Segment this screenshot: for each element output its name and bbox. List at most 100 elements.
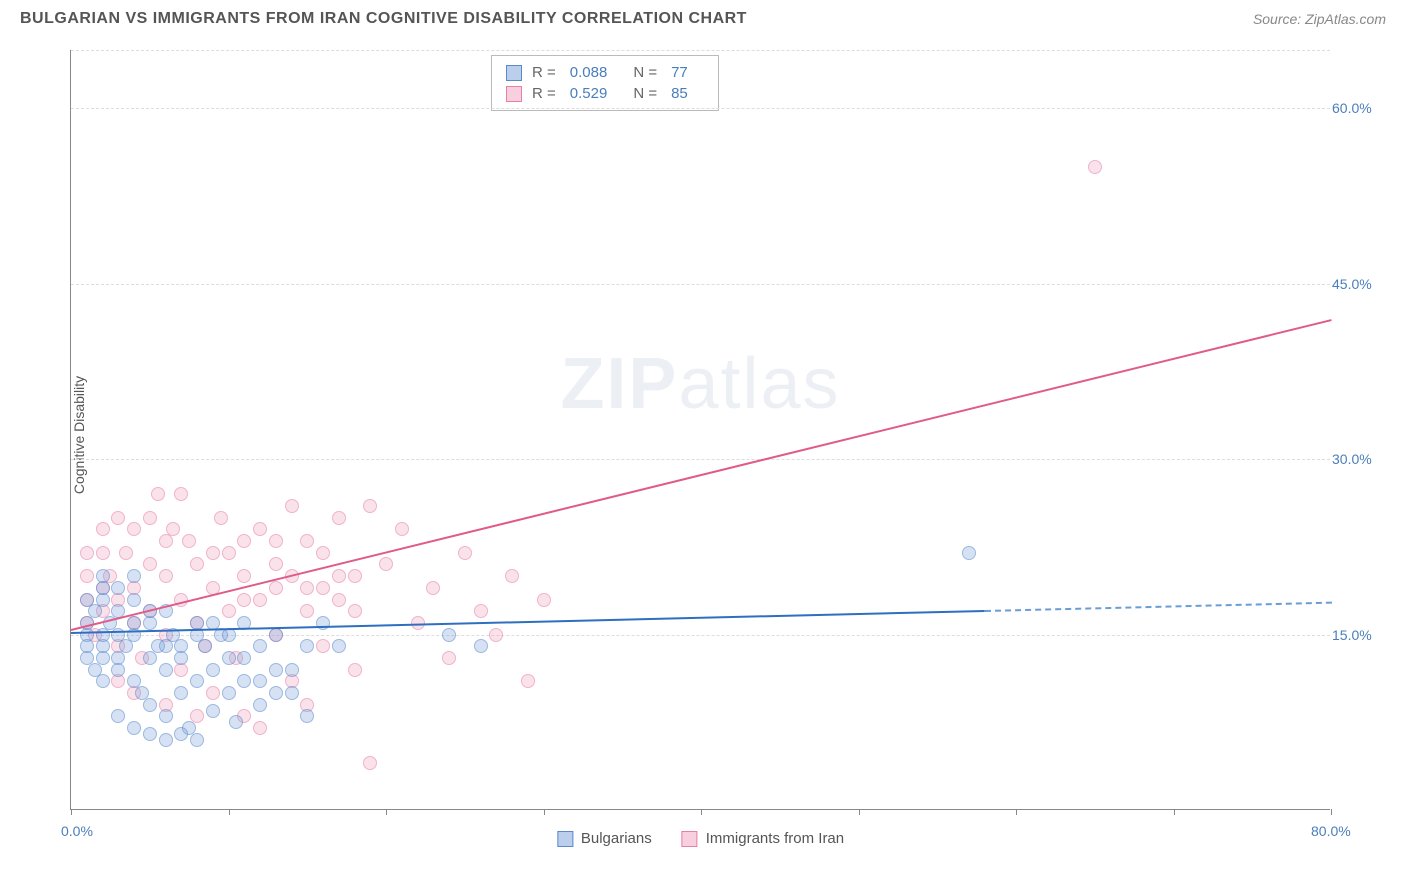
data-point [253, 593, 267, 607]
data-point [198, 639, 212, 653]
data-point [489, 628, 503, 642]
data-point [521, 674, 535, 688]
data-point [426, 581, 440, 595]
trendline [71, 319, 1331, 631]
data-point [269, 686, 283, 700]
stats-row: R =0.529N =85 [506, 83, 704, 104]
data-point [190, 557, 204, 571]
data-point [300, 534, 314, 548]
data-point [237, 674, 251, 688]
data-point [96, 674, 110, 688]
data-point [269, 628, 283, 642]
x-tick-mark [1331, 809, 1332, 815]
y-tick-label: 60.0% [1332, 100, 1380, 116]
gridline [71, 459, 1330, 460]
data-point [174, 727, 188, 741]
data-point [96, 546, 110, 560]
data-point [442, 628, 456, 642]
stats-row: R =0.088N =77 [506, 62, 704, 83]
x-tick-mark [1016, 809, 1017, 815]
data-point [127, 522, 141, 536]
legend-swatch [682, 831, 698, 847]
legend-swatch [506, 65, 522, 81]
source-attribution: Source: ZipAtlas.com [1253, 11, 1386, 27]
gridline [71, 284, 1330, 285]
data-point [88, 604, 102, 618]
data-point [159, 733, 173, 747]
data-point [269, 663, 283, 677]
data-point [348, 663, 362, 677]
data-point [253, 522, 267, 536]
stat-n-value: 85 [671, 85, 688, 102]
legend: Bulgarians Immigrants from Iran [557, 830, 844, 847]
data-point [214, 511, 228, 525]
data-point [80, 593, 94, 607]
data-point [474, 639, 488, 653]
data-point [143, 698, 157, 712]
legend-label: Bulgarians [581, 830, 652, 847]
data-point [300, 581, 314, 595]
data-point [300, 639, 314, 653]
stat-r-label: R = [532, 64, 556, 81]
x-tick-mark [229, 809, 230, 815]
data-point [206, 686, 220, 700]
data-point [206, 546, 220, 560]
data-point [159, 663, 173, 677]
data-point [348, 569, 362, 583]
chart-title: BULGARIAN VS IMMIGRANTS FROM IRAN COGNIT… [20, 10, 747, 28]
data-point [143, 651, 157, 665]
data-point [151, 487, 165, 501]
data-point [80, 569, 94, 583]
stats-box: R =0.088N =77R =0.529N =85 [491, 55, 719, 111]
data-point [332, 511, 346, 525]
data-point [505, 569, 519, 583]
data-point [190, 674, 204, 688]
data-point [159, 709, 173, 723]
data-point [111, 663, 125, 677]
data-point [332, 639, 346, 653]
data-point [1088, 160, 1102, 174]
data-point [206, 704, 220, 718]
data-point [159, 639, 173, 653]
data-point [119, 546, 133, 560]
data-point [111, 628, 125, 642]
data-point [229, 715, 243, 729]
data-point [316, 639, 330, 653]
legend-label: Immigrants from Iran [706, 830, 844, 847]
legend-item: Immigrants from Iran [682, 830, 844, 847]
data-point [159, 569, 173, 583]
data-point [237, 534, 251, 548]
data-point [96, 522, 110, 536]
data-point [269, 581, 283, 595]
data-point [237, 593, 251, 607]
data-point [127, 593, 141, 607]
x-tick-mark [71, 809, 72, 815]
data-point [159, 534, 173, 548]
data-point [285, 686, 299, 700]
data-point [96, 569, 110, 583]
data-point [458, 546, 472, 560]
gridline [71, 635, 1330, 636]
y-tick-label: 15.0% [1332, 627, 1380, 643]
x-tick-label: 0.0% [61, 823, 93, 839]
data-point [285, 663, 299, 677]
y-tick-label: 30.0% [1332, 451, 1380, 467]
x-tick-mark [386, 809, 387, 815]
data-point [395, 522, 409, 536]
data-point [332, 569, 346, 583]
data-point [316, 546, 330, 560]
data-point [127, 569, 141, 583]
stat-n-label: N = [633, 64, 657, 81]
legend-item: Bulgarians [557, 830, 652, 847]
data-point [285, 499, 299, 513]
data-point [174, 651, 188, 665]
data-point [300, 604, 314, 618]
data-point [96, 651, 110, 665]
y-tick-label: 45.0% [1332, 276, 1380, 292]
data-point [474, 604, 488, 618]
trendline [984, 602, 1331, 612]
data-point [111, 709, 125, 723]
data-point [222, 546, 236, 560]
data-point [222, 651, 236, 665]
data-point [111, 511, 125, 525]
